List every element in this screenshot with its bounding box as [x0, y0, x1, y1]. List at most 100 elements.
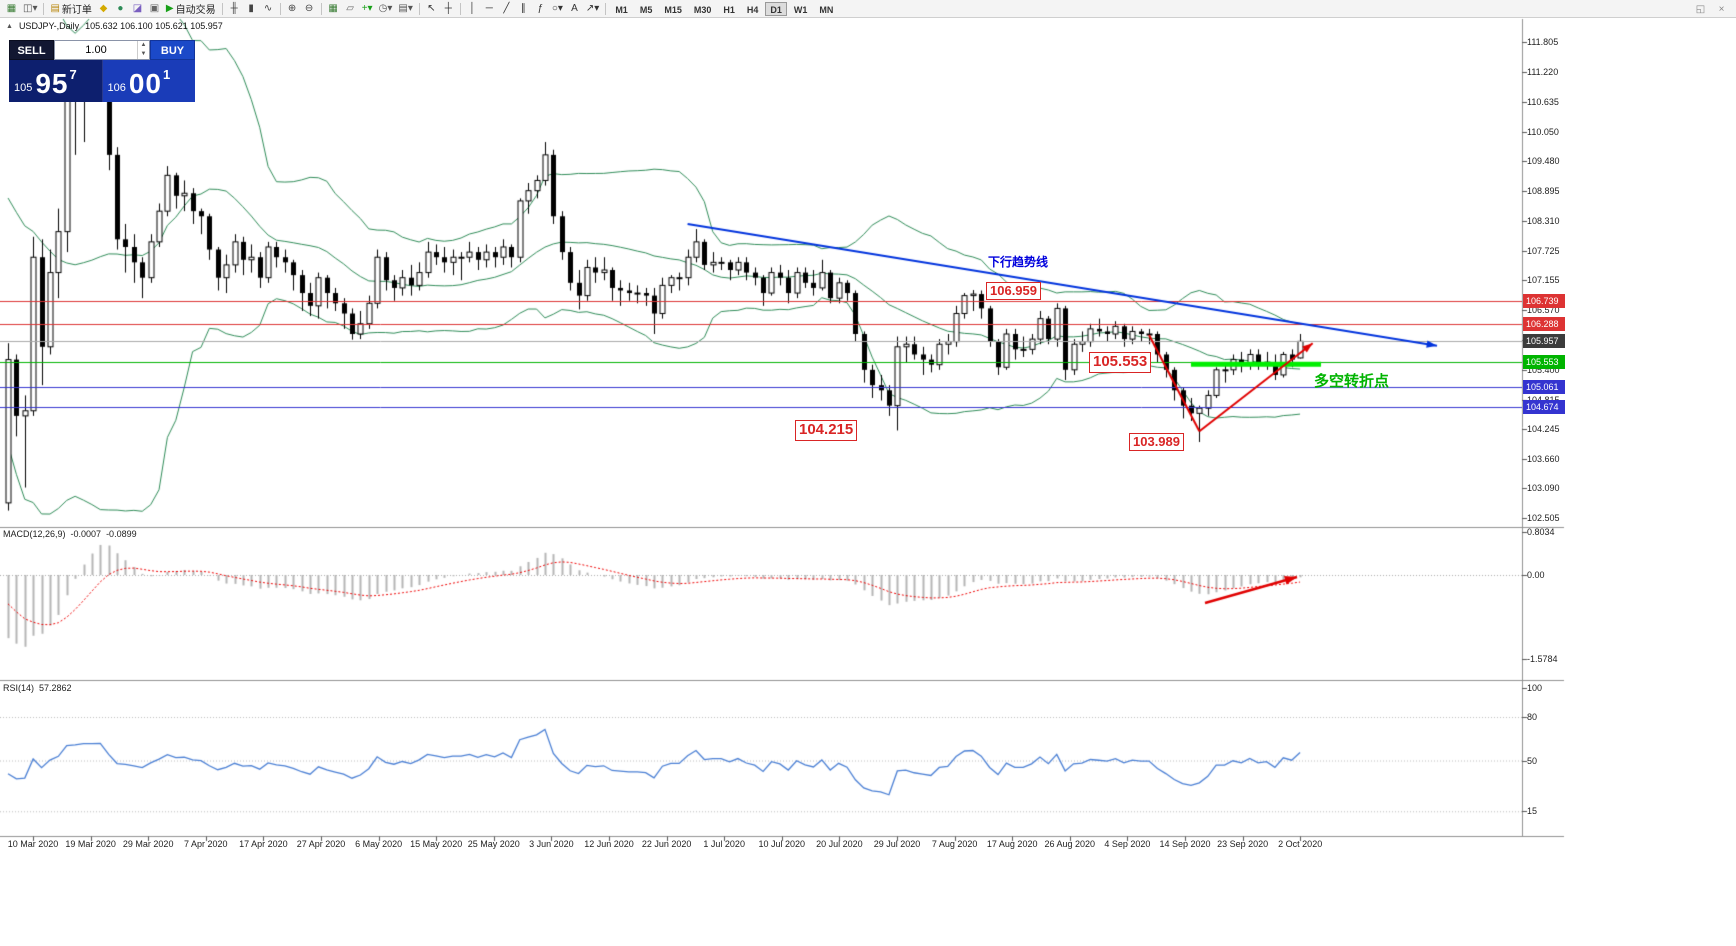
- timeframe-m30-button[interactable]: M30: [693, 4, 712, 15]
- date-axis-label: 29 Mar 2020: [122, 839, 174, 849]
- channel-tool-button[interactable]: ∥: [515, 1, 532, 16]
- timeframe-d1-button[interactable]: D1: [765, 1, 787, 16]
- date-axis-label: 10 Mar 2020: [7, 839, 59, 849]
- timeframe-h4-button[interactable]: H4: [746, 4, 759, 15]
- zoom-in-button[interactable]: ⊕: [284, 1, 301, 16]
- toolbar-separator: [418, 2, 420, 15]
- price-annotation[interactable]: 103.989: [1129, 433, 1184, 452]
- timeframe-m1-button[interactable]: M1: [615, 4, 628, 15]
- timeframe-mn-button[interactable]: MN: [819, 4, 834, 15]
- cursor-button[interactable]: ↖: [423, 1, 440, 16]
- price-axis-label: 107.725: [1527, 245, 1560, 256]
- price-line-badge: 106.739: [1523, 294, 1565, 309]
- timeframe-w1-button[interactable]: W1: [793, 4, 808, 15]
- shapes-tool-button[interactable]: ○▾: [549, 1, 566, 16]
- toolbar-separator: [320, 2, 322, 15]
- macd-value-signal: -0.0899: [106, 529, 137, 539]
- rsi-indicator-name: RSI(14): [3, 683, 35, 693]
- buy-price-big: 00: [128, 68, 163, 99]
- sell-button[interactable]: SELL: [9, 40, 54, 60]
- fibonacci-tool-button[interactable]: ƒ: [532, 1, 549, 16]
- navigator-button[interactable]: ▣: [146, 1, 163, 16]
- macd-value-main: -0.0007: [70, 529, 102, 539]
- horizontal-line-tool-icon: ─: [485, 3, 493, 14]
- chart-title: ▲ USDJPY-,Daily 105.632 106.100 105.621 …: [6, 21, 223, 31]
- new-order-icon: ▤: [50, 3, 60, 14]
- chart-symbol-title: USDJPY-,Daily: [18, 21, 80, 31]
- templates-icon: ▤▾: [398, 3, 413, 14]
- buy-price-display[interactable]: 106 00 1: [102, 60, 195, 102]
- macd-axis-label: -1.5784: [1527, 653, 1558, 664]
- cascade-windows-button[interactable]: ▱: [342, 1, 359, 16]
- line-chart-mode-icon: ∿: [263, 3, 273, 14]
- sell-price-sup: 7: [69, 67, 77, 82]
- vertical-line-tool-icon: │: [469, 3, 476, 14]
- text-tool-icon: A: [571, 3, 578, 14]
- data-window-button[interactable]: ◪: [129, 1, 146, 16]
- price-axis-label: 107.155: [1527, 275, 1560, 285]
- alerts-button[interactable]: ◆: [95, 1, 112, 16]
- crosshair-button[interactable]: ┼: [440, 1, 457, 16]
- autotrading-icon: ▶: [165, 3, 174, 14]
- tile-windows-icon: ▦: [328, 3, 338, 14]
- date-axis-label: 27 Apr 2020: [296, 839, 346, 849]
- timeframe-m15-button[interactable]: M15: [664, 4, 682, 15]
- volume-spinner-up[interactable]: ▲: [140, 42, 147, 48]
- price-axis-label: 111.220: [1527, 66, 1559, 77]
- turning-point-label[interactable]: 多空转折点: [1314, 373, 1390, 390]
- navigator-icon: ▣: [149, 3, 160, 14]
- candle-chart-mode-button[interactable]: ▮: [243, 1, 260, 16]
- text-tool-button[interactable]: A: [566, 1, 583, 16]
- docking-icon[interactable]: ◱: [1695, 4, 1706, 15]
- volume-spinner-down[interactable]: ▼: [140, 51, 147, 57]
- date-axis-label: 23 Sep 2020: [1217, 839, 1269, 849]
- market-watch-button[interactable]: ●: [112, 1, 129, 16]
- templates-button[interactable]: ▤▾: [395, 1, 415, 16]
- crosshair-icon: ┼: [444, 3, 452, 14]
- new-order-button[interactable]: ▤ 新订单: [47, 1, 94, 16]
- toolbar-right-icons: ◱ ×: [1692, 2, 1730, 17]
- sell-price-main: 105: [14, 82, 33, 94]
- tile-windows-button[interactable]: ▦: [325, 1, 342, 16]
- zoom-out-button[interactable]: ⊖: [301, 1, 318, 16]
- trendline-tool-button[interactable]: ╱: [498, 1, 515, 16]
- symbol-arrow-icon: ▲: [6, 22, 13, 30]
- indicators-button[interactable]: +▾: [359, 1, 376, 16]
- volume-input[interactable]: [55, 41, 137, 59]
- channel-tool-icon: ∥: [520, 3, 526, 14]
- macd-axis-label: 0.00: [1527, 570, 1545, 580]
- new-chart-button[interactable]: ▦: [3, 1, 20, 16]
- bar-chart-mode-button[interactable]: ╫: [226, 1, 243, 16]
- date-axis-label: 7 Apr 2020: [184, 839, 228, 849]
- toolbar-items: ▦ ◫▾ ▤ 新订单 ◆ ● ◪ ▣ ▶ 自动交易 ╫ ▮ ∿ ⊕ ⊖ ▦ ▱ +▾ ◷▾ ▤▾ ↖ ┼ │ ─ ╱ ∥ ƒ ○▾ A ↗…: [3, 1, 839, 16]
- market-watch-icon: ●: [117, 3, 124, 14]
- price-axis-label: 109.480: [1527, 156, 1560, 166]
- price-line-badge: 106.288: [1523, 317, 1565, 332]
- price-line-badge: 105.553: [1523, 354, 1565, 369]
- line-chart-mode-button[interactable]: ∿: [260, 1, 277, 16]
- arrows-tool-button[interactable]: ↗▾: [583, 1, 602, 16]
- toolbar: ▦ ◫▾ ▤ 新订单 ◆ ● ◪ ▣ ▶ 自动交易 ╫ ▮ ∿ ⊕ ⊖ ▦ ▱ +▾ ◷▾ ▤▾ ↖ ┼ │ ─ ╱ ∥ ƒ ○▾ A ↗…: [0, 0, 1736, 18]
- price-annotation[interactable]: 106.959: [986, 282, 1041, 301]
- close-panel-icon[interactable]: ×: [1718, 4, 1725, 15]
- arrows-tool-icon: ↗▾: [585, 3, 600, 14]
- price-annotation[interactable]: 104.215: [795, 420, 858, 441]
- profiles-button[interactable]: ◫▾: [20, 1, 40, 16]
- periods-button[interactable]: ◷▾: [376, 1, 396, 16]
- price-annotation[interactable]: 105.553: [1089, 352, 1152, 373]
- date-axis-label: 2 Oct 2020: [1278, 839, 1323, 849]
- price-axis-label: 103.090: [1527, 483, 1560, 494]
- sell-price-display[interactable]: 105 95 7: [9, 60, 103, 102]
- vertical-line-tool-button[interactable]: │: [464, 1, 481, 16]
- date-axis-label: 10 Jul 2020: [758, 839, 806, 849]
- price-axis-label: 105.400: [1527, 364, 1560, 375]
- autotrading-button[interactable]: ▶ 自动交易: [163, 1, 219, 16]
- horizontal-line-tool-button[interactable]: ─: [481, 1, 498, 16]
- timeframe-h1-button[interactable]: H1: [723, 4, 735, 15]
- price-axis-label: 106.570: [1527, 304, 1560, 315]
- new-order-label: 新订单: [61, 5, 92, 16]
- buy-button[interactable]: BUY: [150, 40, 195, 60]
- trendline-label[interactable]: 下行趋势线: [988, 255, 1049, 269]
- timeframe-m5-button[interactable]: M5: [639, 4, 653, 15]
